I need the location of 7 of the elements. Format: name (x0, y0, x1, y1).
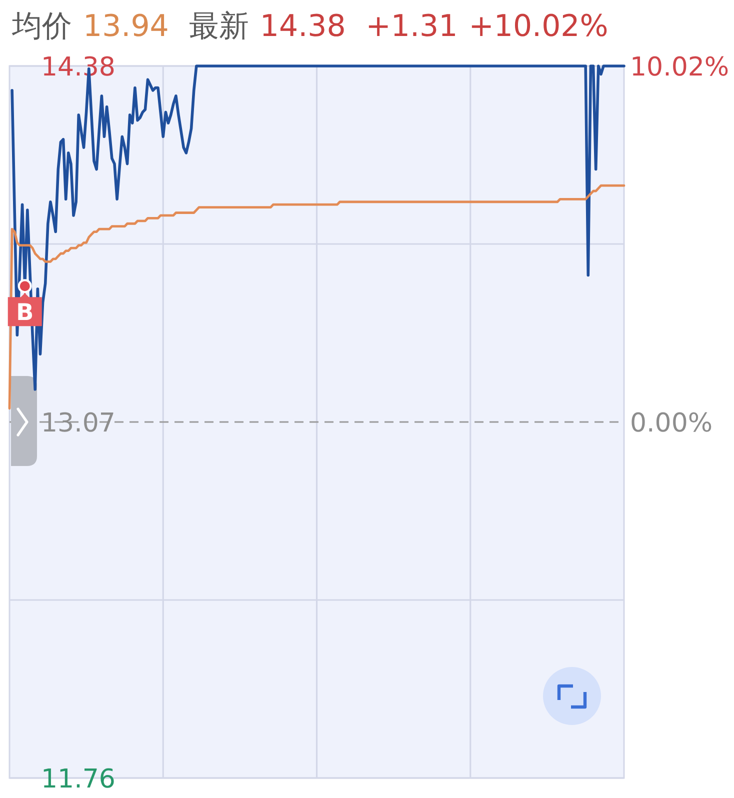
header: 均价 13.94 最新 14.38 +1.31 +10.02% (12, 9, 608, 44)
data-label: B (16, 300, 34, 326)
y2-tick-label: 0.00% (630, 408, 713, 438)
y-tick-label: 14.38 (41, 52, 116, 82)
y2-tick-label: 10.02% (630, 52, 730, 82)
y-tick-label: 11.76 (41, 764, 116, 794)
y-tick-label: 13.07 (41, 408, 116, 438)
